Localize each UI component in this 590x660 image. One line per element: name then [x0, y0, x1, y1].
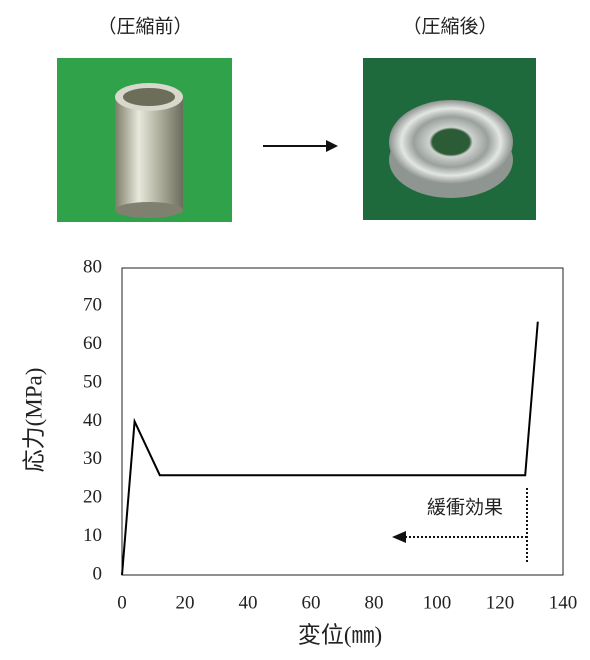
x-tick-label: 40 — [239, 592, 258, 613]
annotation: 緩衝効果 — [427, 496, 503, 518]
photo-after — [363, 58, 536, 220]
y-tick-label: 20 — [83, 487, 102, 508]
y-tick-label: 10 — [83, 525, 102, 546]
y-tick-label: 60 — [83, 333, 102, 354]
plot-frame — [122, 268, 563, 575]
photo-label: （圧縮前） — [97, 15, 192, 37]
page: （圧縮前） （圧縮後） 緩衝効果 変位(㎜) 応力(MPa) 0 10 20 30 40… — [0, 0, 590, 660]
x-tick-label: 140 — [549, 592, 578, 613]
x-axis-label: 変位(㎜) — [298, 622, 382, 647]
y-tick-label: 30 — [83, 448, 102, 469]
arrow — [263, 140, 338, 152]
x-tick-label: 20 — [176, 592, 195, 613]
figure: （圧縮前） （圧縮後） 緩衝効果 変位(㎜) 応力(MPa) 0 10 20 30 40… — [0, 0, 590, 660]
y-axis-label: 応力(MPa) — [21, 368, 46, 473]
y-tick-label: 80 — [83, 256, 102, 277]
y-tick-label: 70 — [83, 295, 102, 316]
x-tick-label: 60 — [302, 592, 321, 613]
y-tick-label: 40 — [83, 410, 102, 431]
photo-before — [57, 58, 232, 222]
y-tick-label: 0 — [93, 563, 103, 584]
x-tick-label: 0 — [117, 592, 127, 613]
x-tick-label: 100 — [423, 592, 452, 613]
y-tick-label: 50 — [83, 371, 102, 392]
data-line — [122, 322, 538, 575]
photo-label: （圧縮後） — [402, 15, 497, 37]
x-tick-label: 120 — [486, 592, 515, 613]
x-tick-label: 80 — [365, 592, 384, 613]
